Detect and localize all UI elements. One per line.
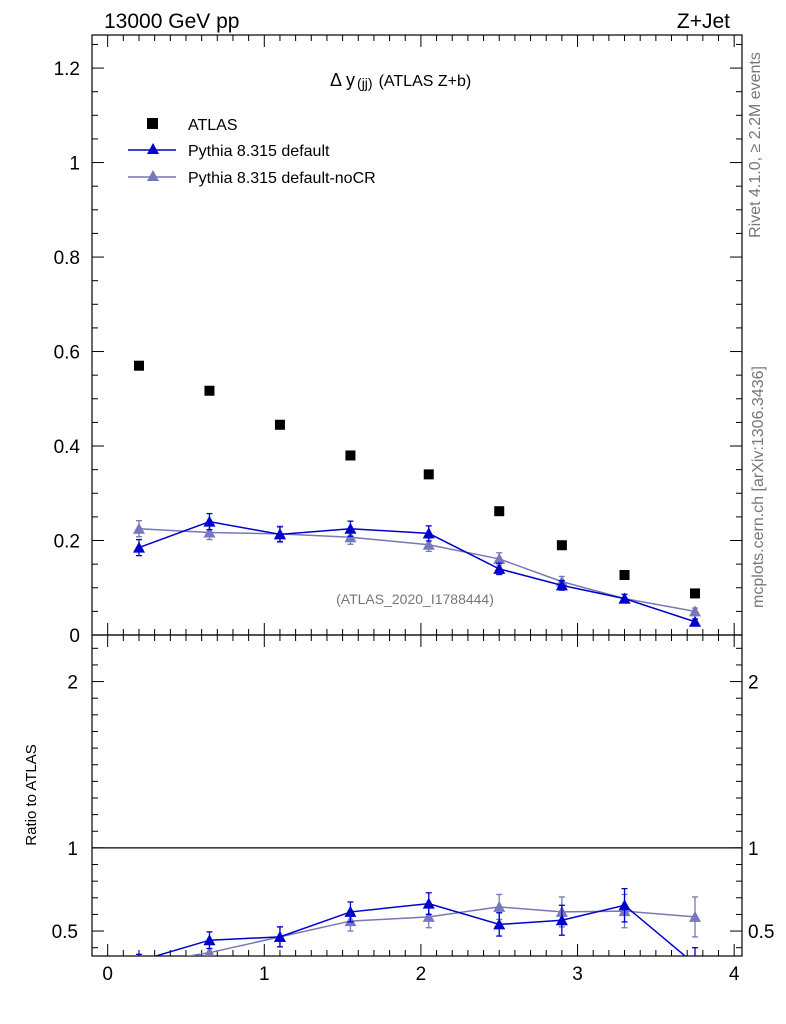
mcplots-label: mcplots.cern.ch [arXiv:1306.3436] xyxy=(750,366,767,608)
ratio-point-pythia-8-315-default xyxy=(422,897,435,909)
main-point-pythia-8-315-default xyxy=(203,515,216,527)
ratio-point-pythia-8-315-default-nocr xyxy=(493,900,506,912)
main-point-atlas xyxy=(423,469,434,480)
main-ytick-label: 0.4 xyxy=(54,437,81,458)
main-point-pythia-8-315-default-nocr xyxy=(422,538,435,550)
ratio-xtick-label: 1 xyxy=(259,964,270,985)
ratio-point-pythia-8-315-default xyxy=(689,958,701,969)
main-point-atlas xyxy=(204,385,215,396)
main-point-pythia-8-315-default xyxy=(273,528,286,540)
legend-label-atlas: ATLAS xyxy=(188,117,238,134)
ratio-line-pythia-8-315-default xyxy=(153,902,687,956)
legend-label-default: Pythia 8.315 default xyxy=(188,143,330,160)
ratio-series-group xyxy=(133,887,702,969)
main-point-pythia-8-315-default xyxy=(132,541,145,553)
main-axis-ticks: 0 0.2 0.4 0.6 0.8 1 1.2 xyxy=(54,35,742,647)
ratio-ytick-label-right: 0.5 xyxy=(748,922,774,943)
ratio-plot-frame xyxy=(91,634,743,957)
legend-label-nocr: Pythia 8.315 default-noCR xyxy=(188,170,376,187)
ratio-xtick-label: 0 xyxy=(102,964,113,985)
header-energy-label: 13000 GeV pp xyxy=(104,10,239,33)
main-point-atlas xyxy=(556,540,567,551)
main-point-pythia-8-315-default xyxy=(493,562,506,574)
main-point-pythia-8-315-default-nocr xyxy=(132,522,145,534)
main-point-atlas xyxy=(133,360,144,371)
ratio-ytick-label-right: 2 xyxy=(748,673,759,694)
main-point-pythia-8-315-default xyxy=(618,592,631,604)
legend-marker-atlas xyxy=(147,118,158,129)
ratio-axis-ticks: 0.5 0.5 1 1 2 2 0 1 2 3 4 xyxy=(52,635,774,985)
main-point-pythia-8-315-default-nocr xyxy=(203,526,216,538)
main-ytick-label: 0.2 xyxy=(54,532,80,553)
rivet-version-label: Rivet 4.1.0, ≥ 2.2M events xyxy=(747,52,764,238)
main-ytick-label: 0.6 xyxy=(54,343,80,364)
plot-title-sub: (jj) xyxy=(357,75,373,91)
main-ytick-label: 1.2 xyxy=(54,59,80,80)
ratio-ytick-label-left: 0.5 xyxy=(52,922,78,943)
header-process-label: Z+Jet xyxy=(677,10,730,33)
ratio-point-pythia-8-315-default xyxy=(618,899,631,911)
ratio-y-axis-label: Ratio to ATLAS xyxy=(23,744,40,845)
ratio-point-pythia-8-315-default-nocr xyxy=(133,958,145,969)
legend: ATLAS Pythia 8.315 default Pythia 8.315 … xyxy=(128,117,376,187)
ratio-ytick-label-left: 2 xyxy=(67,673,78,694)
main-ytick-label: 1 xyxy=(69,154,80,175)
main-point-pythia-8-315-default-nocr xyxy=(493,552,506,564)
ratio-point-pythia-8-315-default-nocr xyxy=(689,910,702,922)
main-point-atlas xyxy=(619,570,630,580)
ratio-point-pythia-8-315-default xyxy=(344,905,357,917)
main-point-pythia-8-315-default xyxy=(344,522,357,534)
plot-title-rest: (ATLAS Z+b) xyxy=(379,73,472,90)
legend-marker-default xyxy=(147,143,159,154)
main-ytick-label: 0 xyxy=(69,626,80,647)
ratio-point-pythia-8-315-default xyxy=(273,930,286,942)
ratio-point-pythia-8-315-default xyxy=(493,918,506,930)
plot-title-main: Δ y xyxy=(330,70,355,90)
main-point-pythia-8-315-default xyxy=(422,527,435,539)
ratio-xtick-label: 2 xyxy=(416,964,427,985)
main-series-group xyxy=(132,360,702,627)
ratio-point-pythia-8-315-default-nocr xyxy=(204,946,215,956)
legend-marker-nocr xyxy=(147,170,159,181)
main-point-pythia-8-315-default xyxy=(555,579,568,591)
main-ytick-label: 0.8 xyxy=(54,248,80,269)
main-point-atlas xyxy=(345,450,356,461)
ratio-xtick-label: 3 xyxy=(572,964,583,985)
main-point-pythia-8-315-default xyxy=(689,615,702,627)
ratio-ytick-label-right: 1 xyxy=(748,839,759,860)
main-point-atlas xyxy=(274,419,285,430)
main-point-atlas xyxy=(690,588,701,599)
ratio-point-pythia-8-315-default xyxy=(203,934,216,946)
ratio-xtick-label: 4 xyxy=(729,964,740,985)
ratio-ytick-label-left: 1 xyxy=(67,839,78,860)
main-point-pythia-8-315-default-nocr xyxy=(689,605,702,617)
main-point-atlas xyxy=(494,506,505,517)
ratio-point-pythia-8-315-default xyxy=(555,914,568,926)
ratio-point-pythia-8-315-default xyxy=(138,954,140,956)
ratio-point-pythia-8-315-default-nocr xyxy=(422,910,435,922)
analysis-watermark: (ATLAS_2020_I1788444) xyxy=(336,591,494,607)
plot-title: Δ y (jj) (ATLAS Z+b) xyxy=(330,70,471,91)
